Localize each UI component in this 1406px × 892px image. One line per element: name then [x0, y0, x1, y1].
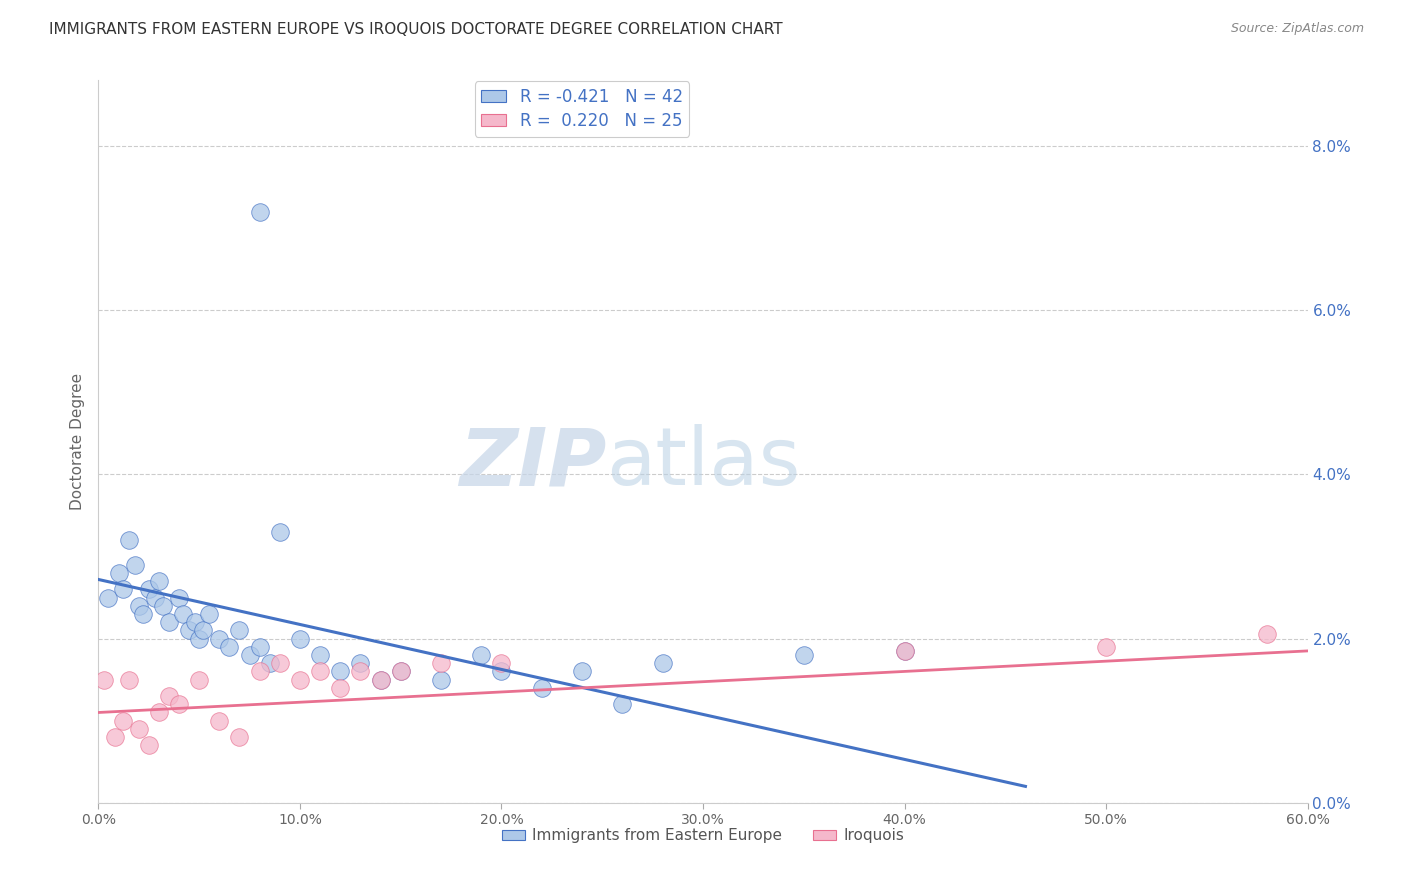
Point [893, 644, 915, 658]
Point [172, 607, 194, 621]
Point [124, 558, 146, 572]
Point [612, 698, 634, 712]
Point [167, 698, 190, 712]
Text: atlas: atlas [606, 425, 800, 502]
Point [138, 739, 160, 753]
Point [530, 681, 553, 695]
Point [118, 673, 141, 687]
Point [128, 722, 150, 736]
Point [269, 657, 291, 671]
Y-axis label: Doctorate Degree: Doctorate Degree [69, 373, 84, 510]
Point [184, 615, 207, 630]
Point [193, 624, 215, 638]
Point [239, 648, 262, 662]
Point [370, 673, 392, 687]
Point [107, 566, 129, 580]
Point [143, 591, 166, 605]
Point [167, 591, 190, 605]
Point [309, 665, 332, 679]
Point [179, 624, 201, 638]
Point [430, 673, 453, 687]
Text: ZIP: ZIP [458, 425, 606, 502]
Point [370, 673, 392, 687]
Point [259, 657, 281, 671]
Point [309, 648, 332, 662]
Point [148, 574, 170, 588]
Point [132, 607, 155, 621]
Point [228, 730, 250, 744]
Point [188, 632, 211, 646]
Point [148, 706, 170, 720]
Point [152, 599, 174, 613]
Point [111, 714, 134, 728]
Point [389, 665, 412, 679]
Point [491, 657, 513, 671]
Point [103, 730, 125, 744]
Point [93, 673, 115, 687]
Point [228, 624, 250, 638]
Point [1095, 640, 1118, 654]
Legend: Immigrants from Eastern Europe, Iroquois: Immigrants from Eastern Europe, Iroquois [496, 822, 910, 849]
Point [249, 665, 271, 679]
Point [288, 673, 311, 687]
Point [208, 714, 231, 728]
Point [349, 665, 371, 679]
Point [288, 632, 311, 646]
Point [157, 615, 180, 630]
Point [188, 673, 211, 687]
Point [157, 689, 180, 703]
Point [249, 204, 271, 219]
Point [793, 648, 815, 662]
Point [218, 640, 240, 654]
Point [571, 665, 593, 679]
Point [1256, 627, 1278, 641]
Text: IMMIGRANTS FROM EASTERN EUROPE VS IROQUOIS DOCTORATE DEGREE CORRELATION CHART: IMMIGRANTS FROM EASTERN EUROPE VS IROQUO… [49, 22, 783, 37]
Point [491, 665, 513, 679]
Point [249, 640, 271, 654]
Point [651, 657, 673, 671]
Point [389, 665, 412, 679]
Point [198, 607, 221, 621]
Point [349, 657, 371, 671]
Point [128, 599, 150, 613]
Point [269, 524, 291, 539]
Text: Source: ZipAtlas.com: Source: ZipAtlas.com [1230, 22, 1364, 36]
Point [97, 591, 120, 605]
Point [138, 582, 160, 597]
Point [893, 644, 915, 658]
Point [208, 632, 231, 646]
Point [111, 582, 134, 597]
Point [329, 665, 352, 679]
Point [118, 533, 141, 547]
Point [470, 648, 492, 662]
Point [329, 681, 352, 695]
Point [430, 657, 453, 671]
